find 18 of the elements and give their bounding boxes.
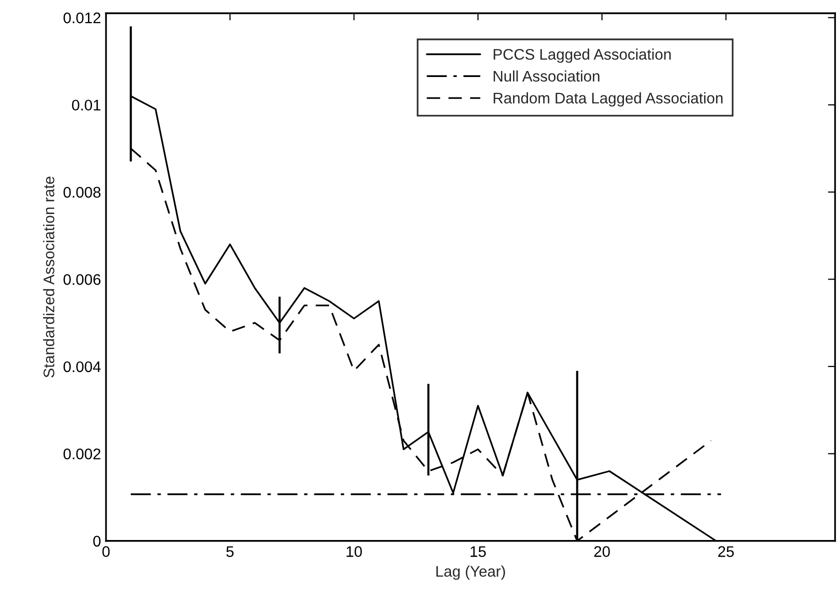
y-tick-label: 0.004: [64, 361, 101, 372]
legend-label: Random Data Lagged Association: [494, 92, 723, 107]
x-tick-label: 25: [718, 546, 734, 557]
x-tick-label: 10: [346, 546, 362, 557]
x-tick-label: 0: [102, 546, 110, 557]
y-tick-label: 0.006: [64, 274, 100, 285]
legend-label: PCCS Lagged Association: [494, 48, 671, 63]
y-tick-label: 0.002: [64, 448, 100, 460]
x-axis-title: Lag (Year): [436, 566, 505, 580]
y-tick-label: 0.012: [64, 12, 100, 24]
x-tick-label: 15: [470, 546, 486, 557]
y-axis-title: Standardized Association rate: [43, 176, 54, 378]
y-tick-label: 0.008: [64, 186, 100, 198]
x-tick-label: 5: [226, 546, 234, 557]
legend-label: Null Association: [494, 70, 600, 82]
y-tick-label: 0.01: [72, 100, 100, 111]
x-tick-label: 20: [594, 546, 610, 557]
y-tick-label: 0: [93, 536, 101, 547]
